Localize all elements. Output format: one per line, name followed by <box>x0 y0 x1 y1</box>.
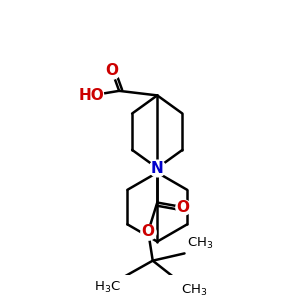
Text: H$_3$C: H$_3$C <box>94 280 121 295</box>
Text: CH$_3$: CH$_3$ <box>187 236 214 251</box>
Text: HO: HO <box>79 88 105 103</box>
Text: N: N <box>151 160 164 175</box>
Text: O: O <box>105 63 119 78</box>
Text: CH$_3$: CH$_3$ <box>181 284 207 298</box>
Text: O: O <box>176 200 189 214</box>
Text: O: O <box>142 224 155 239</box>
